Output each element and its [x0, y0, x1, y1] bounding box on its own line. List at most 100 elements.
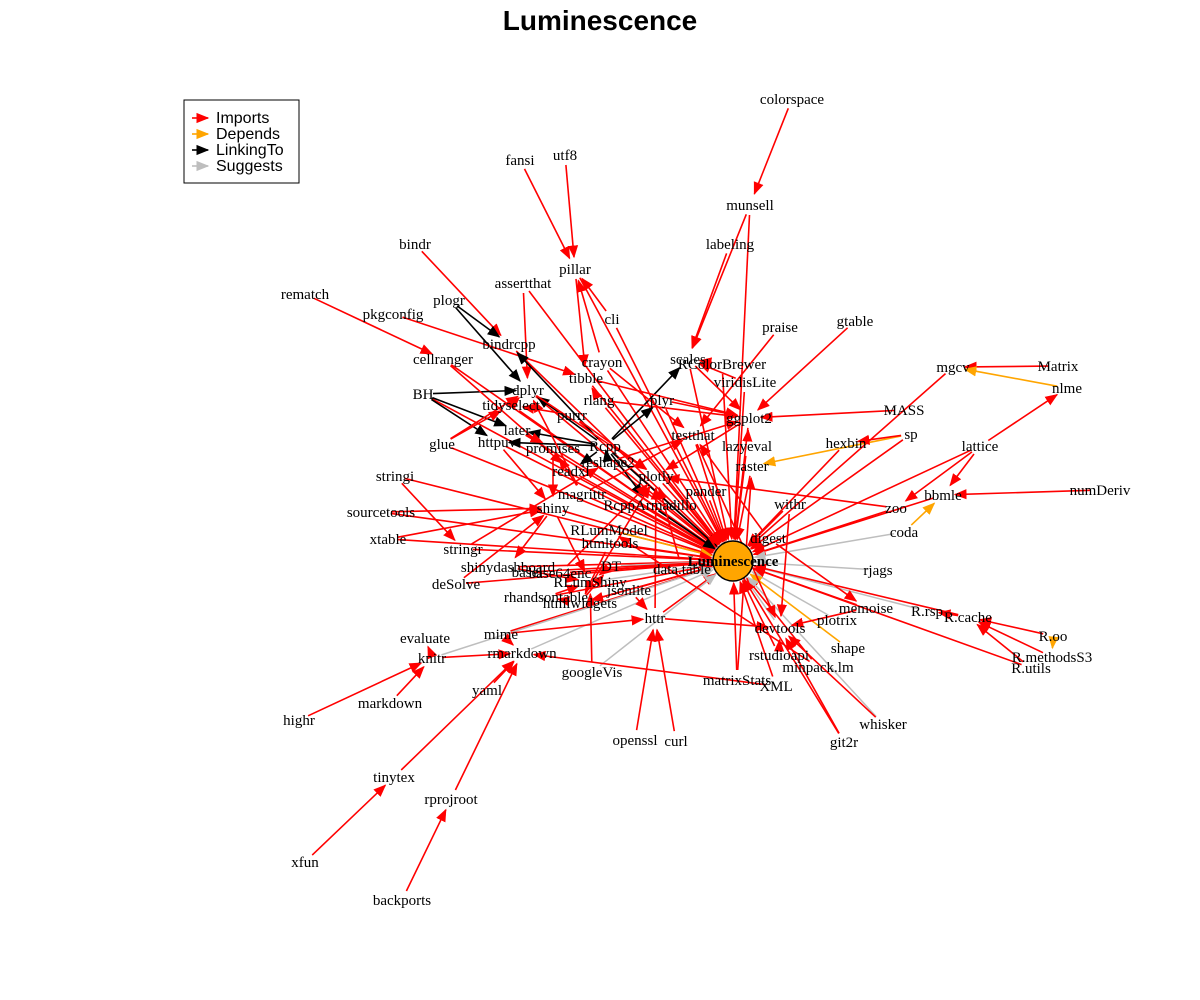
edge-57 — [555, 562, 713, 596]
edge-144 — [611, 366, 681, 440]
edge-88 — [454, 306, 521, 382]
node-label: utf8 — [553, 148, 577, 164]
node-label: pander — [686, 484, 727, 500]
edge-105 — [949, 453, 975, 487]
edge-22 — [695, 444, 728, 542]
edge-63 — [751, 571, 829, 616]
node-label: R.rsp — [911, 604, 943, 620]
node-label: testthat — [671, 428, 715, 444]
node-label: RLumModel — [570, 523, 648, 539]
node-label: reshape2 — [581, 455, 634, 471]
node-label: R.methodsS3 — [1012, 650, 1092, 666]
edge-185 — [657, 486, 681, 560]
node-label: tibble — [569, 371, 604, 387]
edge-9 — [730, 391, 746, 541]
node-label: mgcv — [936, 360, 970, 376]
edge-113 — [307, 662, 423, 717]
edge-46 — [753, 532, 895, 561]
legend-label: Depends — [216, 126, 280, 143]
edge-96 — [756, 327, 849, 411]
edge-173 — [532, 399, 579, 486]
node-label: rstudioapi — [749, 648, 809, 664]
node-label: cli — [605, 312, 620, 328]
edge-152 — [595, 379, 739, 418]
edge-76 — [743, 578, 840, 734]
node-label: dplyr — [512, 383, 544, 399]
node-label: whisker — [859, 717, 907, 733]
node-label: BH — [413, 387, 434, 403]
edge-174 — [558, 457, 578, 486]
edge-25 — [747, 449, 840, 547]
node-label: Rcpp — [589, 439, 621, 455]
node-label: curl — [664, 734, 687, 750]
legend-label: Imports — [216, 110, 269, 127]
node-label: RColorBrewer — [678, 357, 766, 373]
node-label: colorspace — [760, 92, 824, 108]
edge-98 — [963, 366, 1058, 387]
edge-157 — [579, 420, 648, 470]
edge-53 — [753, 558, 869, 571]
node-label: base64enc — [529, 566, 592, 582]
edge-8 — [721, 373, 737, 541]
edge-33 — [662, 482, 720, 546]
node-label: memoise — [839, 601, 893, 617]
edge-93 — [402, 316, 576, 376]
node-label: shinydashboard — [461, 560, 556, 576]
node-label: raster — [735, 459, 768, 475]
edge-19 — [451, 446, 714, 554]
node-label: evaluate — [400, 631, 450, 647]
edge-77 — [753, 108, 790, 195]
node-label: highr — [283, 713, 315, 729]
edge-86 — [421, 250, 502, 337]
legend-label: LinkingTo — [216, 142, 284, 159]
edge-149 — [694, 365, 742, 411]
node-label: assertthat — [495, 276, 552, 292]
edge-171 — [525, 432, 544, 444]
node-label: jsonlite — [606, 583, 652, 599]
edge-97 — [963, 361, 1049, 372]
node-label: rjags — [863, 563, 892, 579]
node-label: coda — [890, 525, 919, 541]
node-label: rematch — [281, 287, 330, 303]
edge-110 — [390, 503, 543, 514]
edge-91 — [430, 398, 488, 437]
node-label: sourcetools — [347, 505, 415, 521]
edge-140 — [536, 396, 598, 441]
node-label: munsell — [726, 198, 774, 214]
edge-68 — [749, 573, 841, 643]
edge-54 — [465, 558, 713, 584]
edge-176 — [471, 467, 599, 545]
edge-99 — [759, 409, 895, 422]
node-label: htmltools — [582, 536, 639, 552]
node-label: rlang — [584, 393, 615, 409]
node-label: bindr — [399, 237, 431, 253]
edge-179 — [507, 396, 520, 410]
node-label: shiny — [537, 501, 570, 517]
edge-163 — [514, 515, 548, 559]
edge-156 — [535, 394, 648, 471]
node-label: yaml — [472, 683, 502, 699]
edge-137 — [776, 513, 790, 618]
edge-165 — [598, 563, 612, 576]
node-label: plogr — [433, 293, 465, 309]
edge-182 — [590, 439, 684, 491]
node-label: shape — [831, 641, 865, 657]
node-label: pillar — [559, 262, 591, 278]
node-label: readxl — [552, 464, 589, 480]
edge-79 — [691, 253, 728, 349]
edge-139 — [507, 437, 596, 448]
edge-69 — [752, 567, 1022, 666]
edge-122 — [510, 615, 645, 634]
edge-20 — [505, 445, 715, 552]
node-label: hexbin — [826, 436, 867, 452]
node-label: R.utils — [1011, 661, 1051, 677]
edge-38 — [562, 510, 714, 557]
edge-111 — [463, 514, 545, 579]
edge-106 — [910, 502, 936, 526]
edge-107 — [450, 395, 519, 440]
node-label: googleVis — [562, 665, 623, 681]
edge-6 — [606, 369, 722, 544]
edge-66 — [441, 566, 714, 656]
edge-48 — [517, 556, 713, 568]
